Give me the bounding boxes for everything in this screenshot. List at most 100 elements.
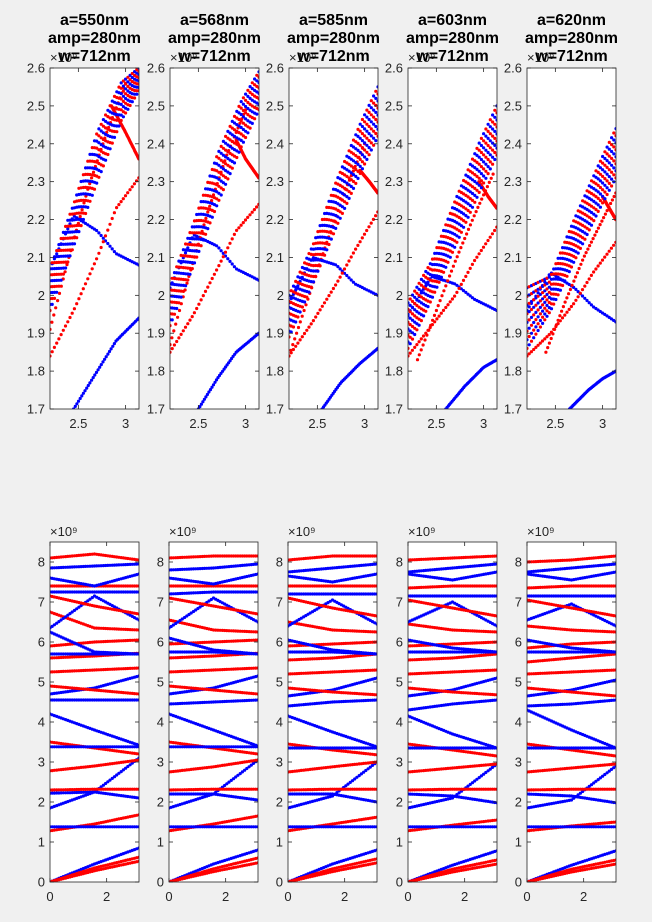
band-point [487, 180, 491, 184]
band-point [236, 825, 240, 829]
band-point [178, 745, 182, 749]
band-point [426, 305, 430, 309]
band-point [219, 186, 223, 190]
band-point [543, 295, 547, 299]
band-point [543, 312, 547, 316]
band-point [556, 261, 560, 266]
band-point [128, 590, 132, 594]
band-point [50, 290, 54, 295]
band-point [316, 269, 320, 273]
band-point [97, 175, 101, 179]
band-point [61, 652, 65, 656]
band-point [491, 162, 495, 166]
band-point [354, 161, 358, 165]
band-point [568, 287, 573, 292]
band-point [354, 140, 358, 144]
band-point [229, 825, 233, 829]
band-point [607, 168, 611, 172]
band-point [103, 234, 108, 238]
band-point [419, 337, 423, 341]
band-point [343, 200, 347, 204]
band-point [121, 768, 125, 772]
band-point [336, 221, 340, 225]
band-point [245, 698, 249, 703]
band-point [135, 787, 139, 791]
band-point [121, 105, 125, 109]
band-point [101, 124, 105, 128]
band-point [95, 825, 99, 829]
band-point [59, 333, 63, 337]
band-point [354, 181, 358, 185]
band-point [231, 777, 236, 781]
band-point [239, 223, 243, 227]
band-point [365, 129, 369, 133]
band-point [223, 745, 227, 749]
band-point [185, 650, 189, 654]
band-point [228, 131, 232, 135]
band-point [592, 193, 596, 197]
band-point [106, 584, 110, 588]
y-tick-label: 1.9 [504, 326, 522, 341]
band-point [217, 170, 221, 174]
band-point [61, 555, 65, 559]
band-point [66, 745, 70, 749]
band-point [250, 87, 254, 91]
band-point [77, 790, 81, 795]
band-point [575, 271, 580, 275]
band-point [457, 222, 461, 226]
band-point [175, 339, 179, 344]
band-point [66, 698, 70, 702]
band-point [55, 745, 59, 749]
band-point [612, 131, 616, 135]
band-point [250, 210, 254, 214]
band-point [137, 263, 139, 267]
band-point [417, 317, 421, 321]
band-point [541, 303, 545, 307]
band-point [126, 80, 130, 84]
band-point [610, 163, 614, 167]
band-point [444, 265, 448, 269]
band-point [453, 245, 457, 249]
band-point [91, 170, 96, 174]
band-point [593, 233, 597, 237]
band-point [104, 781, 108, 786]
y-tick-label: 2.3 [27, 174, 45, 189]
band-point [185, 745, 189, 749]
band-point [108, 689, 112, 694]
band-point [110, 141, 114, 145]
band-point [363, 127, 367, 131]
band-point [241, 96, 245, 100]
band-point [68, 224, 72, 228]
band-point [104, 158, 108, 162]
band-point [340, 211, 344, 215]
band-point [107, 349, 112, 354]
band-point [59, 284, 63, 288]
y-tick-label: 2.6 [504, 61, 522, 76]
band-point [172, 329, 176, 333]
band-point [349, 164, 353, 168]
axes-frame [169, 67, 260, 410]
band-point [210, 276, 214, 281]
band-point [230, 126, 234, 130]
x-tick-label: 0 [46, 889, 53, 904]
band-point [495, 308, 497, 313]
band-point [52, 566, 57, 570]
band-point [427, 328, 431, 332]
band-point [605, 192, 609, 197]
band-point [527, 352, 531, 356]
band-point [108, 244, 112, 248]
band-point [547, 341, 552, 345]
band-point [95, 132, 99, 136]
band-point [466, 227, 471, 231]
band-point [68, 248, 72, 252]
band-point [232, 134, 237, 138]
band-point [569, 304, 574, 309]
x-tick-label: 3 [122, 416, 129, 431]
band-point [79, 790, 83, 795]
band-point [602, 216, 606, 220]
band-point [108, 651, 112, 655]
band-point [221, 255, 225, 259]
band-point [59, 652, 63, 656]
band-point [417, 353, 421, 357]
band-point [254, 630, 258, 634]
